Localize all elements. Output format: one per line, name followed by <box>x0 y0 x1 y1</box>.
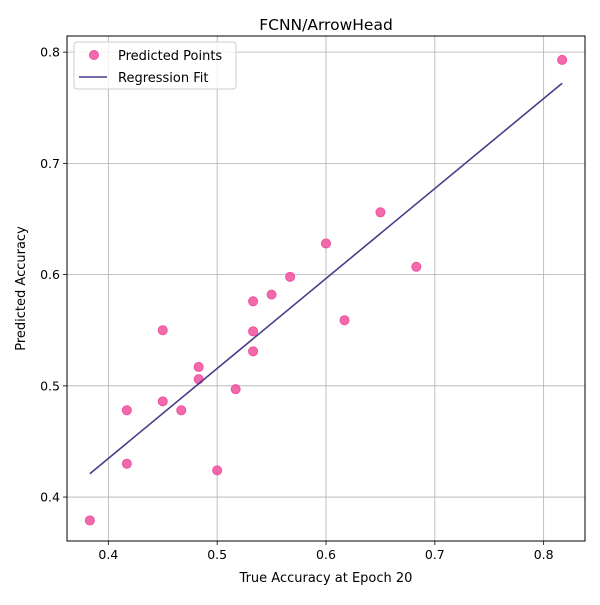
data-point <box>194 375 203 384</box>
x-axis-label: True Accuracy at Epoch 20 <box>239 571 413 586</box>
data-point <box>213 466 222 475</box>
data-point <box>558 55 567 64</box>
data-point <box>340 316 349 325</box>
data-point <box>249 347 258 356</box>
data-point <box>286 272 295 281</box>
legend-label-predicted-points: Predicted Points <box>118 49 222 64</box>
y-tick-label: 0.5 <box>40 378 60 393</box>
legend-marker-predicted-points <box>90 51 99 60</box>
data-point <box>267 290 276 299</box>
data-point <box>231 385 240 394</box>
data-point <box>412 262 421 271</box>
x-tick-label: 0.4 <box>98 547 118 562</box>
x-tick-label: 0.7 <box>425 547 445 562</box>
y-tick-label: 0.4 <box>40 490 60 505</box>
data-point <box>249 327 258 336</box>
data-point <box>177 406 186 415</box>
x-tick-label: 0.6 <box>316 547 336 562</box>
y-tick-label: 0.8 <box>40 45 60 60</box>
data-point <box>376 208 385 217</box>
data-point <box>122 406 131 415</box>
data-point <box>85 516 94 525</box>
data-point <box>158 326 167 335</box>
y-axis-label: Predicted Accuracy <box>14 226 29 351</box>
data-point <box>194 362 203 371</box>
x-tick-label: 0.8 <box>534 547 554 562</box>
data-point <box>322 239 331 248</box>
chart-title: FCNN/ArrowHead <box>259 16 393 34</box>
data-point <box>122 459 131 468</box>
data-point <box>249 297 258 306</box>
data-point <box>158 397 167 406</box>
legend-label-regression-fit: Regression Fit <box>118 71 208 86</box>
x-tick-label: 0.5 <box>207 547 227 562</box>
y-tick-label: 0.7 <box>40 156 60 171</box>
y-tick-label: 0.6 <box>40 267 60 282</box>
legend: Predicted Points Regression Fit <box>74 42 236 89</box>
